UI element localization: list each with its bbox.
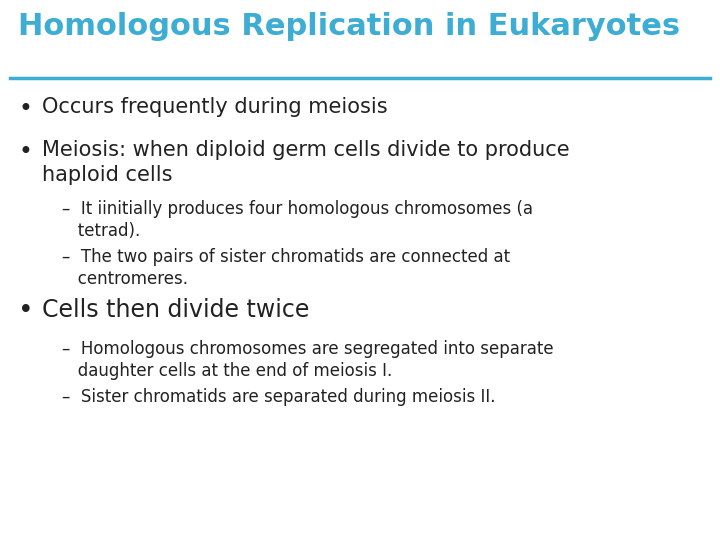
Text: Homologous Replication in Eukaryotes: Homologous Replication in Eukaryotes xyxy=(18,12,680,41)
Text: •: • xyxy=(18,97,32,121)
Text: •: • xyxy=(18,140,32,164)
Text: –  It iinitially produces four homologous chromosomes (a
   tetrad).: – It iinitially produces four homologous… xyxy=(62,200,533,240)
Text: •: • xyxy=(18,298,34,324)
Text: Cells then divide twice: Cells then divide twice xyxy=(42,298,310,322)
Text: –  Homologous chromosomes are segregated into separate
   daughter cells at the : – Homologous chromosomes are segregated … xyxy=(62,340,554,380)
Text: –  The two pairs of sister chromatids are connected at
   centromeres.: – The two pairs of sister chromatids are… xyxy=(62,248,510,288)
Text: Occurs frequently during meiosis: Occurs frequently during meiosis xyxy=(42,97,387,117)
Text: Meiosis: when diploid germ cells divide to produce
haploid cells: Meiosis: when diploid germ cells divide … xyxy=(42,140,570,185)
Text: –  Sister chromatids are separated during meiosis II.: – Sister chromatids are separated during… xyxy=(62,388,495,406)
